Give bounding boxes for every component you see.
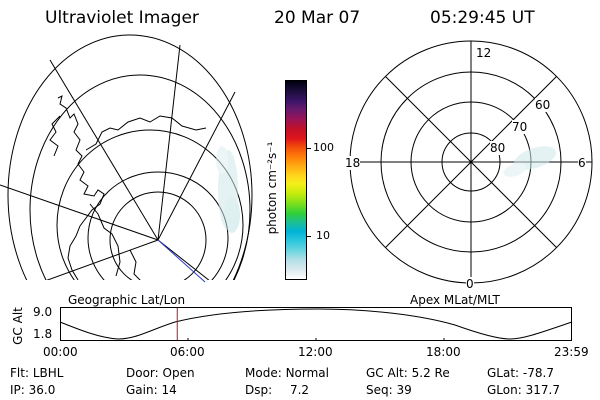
seq-info: Seq: 39: [366, 383, 412, 397]
meridian: [157, 91, 236, 241]
instrument-title: Ultraviolet Imager: [45, 8, 199, 28]
time-tick-2359: 23:59: [554, 345, 589, 359]
geographic-label: Geographic Lat/Lon: [68, 293, 186, 307]
coastline: [57, 95, 105, 280]
aurora-glow: [216, 146, 240, 233]
gcalt-info: GC Alt: 5.2 Re: [366, 366, 450, 380]
mlt-diagonal: [385, 76, 557, 248]
timeline-frame: [60, 307, 572, 341]
mlat-label-80: 80: [490, 141, 506, 155]
mlat-label-70: 70: [512, 120, 528, 134]
ip-info: IP: 36.0: [10, 383, 55, 397]
geographic-map: [0, 34, 253, 283]
colorbar-unit-label: photon cm⁻²s⁻¹: [265, 141, 279, 235]
mlt-label-18: 18: [345, 156, 361, 170]
lat-circle: [109, 191, 207, 280]
ip-label: IP:: [10, 383, 25, 397]
glon-label: GLon:: [487, 383, 522, 397]
gain-label: Gain:: [126, 383, 158, 397]
apex-label: Apex MLat/MLT: [410, 293, 500, 307]
time-tick-0600: 06:00: [170, 345, 205, 359]
altitude-timeline: [59, 307, 573, 341]
gain-info: Gain: 14: [126, 383, 177, 397]
seq-label: Seq:: [366, 383, 393, 397]
mlt-polar-plot: [349, 40, 593, 284]
filter-info: Flt: LBHL: [10, 366, 63, 380]
mode-info: Mode: Normal: [245, 366, 329, 380]
aurora-oval: [503, 146, 557, 177]
meridian: [49, 59, 159, 241]
gc-alt-tick-max: 9.0: [33, 305, 53, 319]
colorbar-tick-mark: [307, 148, 311, 149]
dsp-label: Dsp:: [245, 383, 273, 397]
colorbar-tick-mark: [307, 236, 311, 237]
seq-value: 39: [396, 383, 412, 397]
gcalt-label: GC Alt:: [366, 366, 408, 380]
glon-value: 317.7: [525, 383, 560, 397]
altitude-curve: [59, 308, 573, 340]
dsp-info: Dsp: 7.2: [245, 383, 309, 397]
gc-alt-tick-min: 1.8: [33, 327, 53, 341]
colorbar-gradient: [286, 81, 306, 279]
gain-value: 14: [161, 383, 177, 397]
ip-value: 36.0: [28, 383, 56, 397]
mode-label: Mode:: [245, 366, 282, 380]
mode-value: Normal: [285, 366, 329, 380]
glat-info: GLat: -78.7: [487, 366, 554, 380]
orbit-track: [157, 239, 206, 283]
gcalt-value: 5.2 Re: [411, 366, 450, 380]
date-label: 20 Mar 07: [274, 8, 361, 28]
mlt-label-12: 12: [476, 46, 492, 60]
time-tick-1800: 18:00: [426, 345, 461, 359]
glon-info: GLon: 317.7: [487, 383, 560, 397]
lat-circle: [29, 74, 251, 280]
time-tick-0000: 00:00: [43, 345, 78, 359]
coastline: [49, 115, 61, 157]
coastline: [129, 249, 141, 280]
glat-label: GLat:: [487, 366, 520, 380]
lat-circle: [7, 34, 253, 280]
mlt-label-6: 6: [578, 156, 586, 170]
door-label: Door:: [126, 366, 159, 380]
door-value: Open: [162, 366, 195, 380]
coastline: [85, 115, 207, 151]
meridian: [46, 239, 159, 280]
dsp-value: 7.2: [289, 383, 310, 397]
meridian: [157, 44, 181, 241]
gc-alt-axis-label: GC Alt: [11, 307, 25, 345]
mlat-label-60: 60: [535, 98, 551, 112]
time-tick-1200: 12:00: [298, 345, 333, 359]
colorbar: [285, 80, 307, 280]
colorbar-tick-100: 100: [313, 141, 334, 154]
coastline: [89, 203, 121, 277]
lat-circle: [87, 171, 229, 280]
time-label: 05:29:45 UT: [430, 8, 535, 28]
lat-circle: [56, 129, 244, 280]
door-info: Door: Open: [126, 366, 195, 380]
meridian: [0, 184, 159, 241]
glat-value: -78.7: [522, 366, 554, 380]
filter-value: LBHL: [32, 366, 64, 380]
colorbar-tick-10: 10: [316, 229, 330, 242]
meridian: [157, 239, 210, 280]
mlt-label-0: 0: [466, 277, 474, 291]
filter-label: Flt:: [10, 366, 29, 380]
